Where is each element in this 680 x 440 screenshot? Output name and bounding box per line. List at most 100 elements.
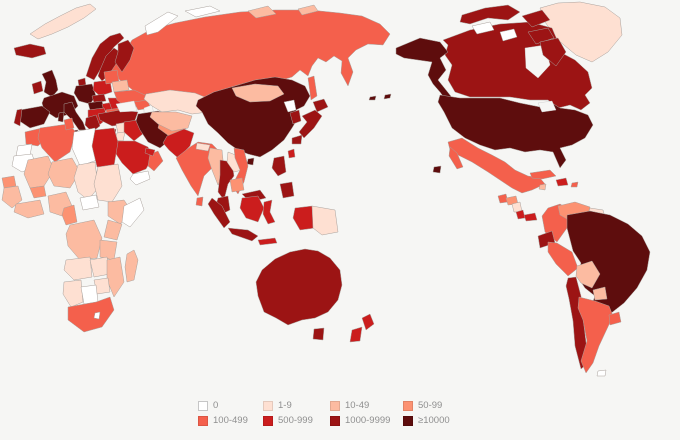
region-philippines-mindanao [279,181,295,199]
region-sakhalin [307,75,318,101]
region-baffin-island [539,37,567,67]
region-greenland [539,1,623,63]
region-west-papua [292,205,316,231]
region-cambodia [229,177,245,193]
region-ghana [13,199,45,219]
region-uae [144,147,156,157]
region-lesotho [93,311,101,320]
region-zimbabwe [93,277,111,295]
region-new-zealand-north [361,313,375,331]
region-puerto-rico [570,181,579,188]
region-severnaya-zemlya [247,5,277,19]
region-burkina-faso [29,185,47,199]
region-papua-new-guinea [311,205,339,236]
region-algeria [37,123,77,163]
region-hispaniola [555,177,569,187]
region-jamaica [538,183,547,191]
region-sweden [97,47,121,82]
region-yemen [129,170,151,186]
region-baja-california [448,146,464,170]
region-tasmania [312,327,325,341]
region-guinea [1,185,23,209]
region-svalbard [29,3,97,40]
region-botswana [80,284,99,305]
region-united-kingdom [41,69,59,98]
region-paraguay [592,286,608,301]
region-hainan [246,157,255,166]
region-mozambique [106,256,125,298]
region-sumatra [207,197,231,229]
region-philippines-luzon [271,155,287,177]
region-oman [147,150,164,172]
region-south-korea [289,109,302,125]
region-central-asia [149,111,193,132]
region-namibia [62,279,84,308]
region-north-korea [283,99,297,113]
region-mexico [447,137,546,194]
region-madagascar [124,249,139,283]
region-guatemala [497,193,509,204]
region-mongolia [231,83,285,103]
region-egypt [91,127,119,168]
region-canadian-arctic-1 [459,4,521,25]
region-nepal [195,142,211,152]
region-pakistan [162,128,195,159]
region-canadian-arctic-2 [521,9,551,28]
region-japan-honshu [298,109,323,139]
black-sea [115,100,138,113]
region-alaska [395,37,455,104]
region-panama [523,212,538,222]
region-drc [65,219,103,261]
region-japan-hokkaido [312,98,329,113]
region-cuba [529,169,557,180]
region-sulawesi [262,199,276,225]
region-spain [17,105,51,129]
region-novaya-zemlya [144,11,179,36]
region-argentina [577,296,614,374]
region-new-zealand-south [349,326,363,343]
region-senegal [1,175,17,189]
region-kenya [103,219,123,241]
great-lakes [537,100,557,113]
region-franz-josef-land [184,5,221,18]
region-uruguay [608,311,622,326]
region-java [227,227,259,242]
region-germany [73,83,97,105]
region-iceland [13,43,47,59]
region-chad [73,161,99,201]
region-united-states [437,94,594,169]
region-ireland [31,80,44,95]
region-tanzania [99,239,118,261]
region-costa-rica [515,209,526,220]
region-south-africa [67,296,115,333]
region-bolivia [575,260,601,289]
region-central-african-republic [79,194,100,211]
region-lesser-sunda [257,237,278,246]
region-japan-kyushu [291,134,303,145]
region-somalia [121,197,145,228]
region-aleutians-2 [383,93,392,100]
region-greece [84,114,101,133]
region-peru [547,241,579,277]
region-zambia [89,256,111,278]
region-arctic-island-b [499,28,518,42]
region-new-siberian-islands [297,4,319,16]
region-aleutians-1 [368,95,377,101]
region-arctic-island-a [471,21,495,35]
region-sri-lanka [195,196,204,207]
region-borneo [239,195,265,223]
region-hawaii [432,165,442,174]
region-taiwan [287,148,296,159]
region-finland [114,39,135,73]
region-sudan [93,163,123,203]
region-czechia [91,93,107,104]
region-portugal [13,108,23,127]
region-australia [255,248,343,326]
region-sardinia [57,111,65,123]
region-angola [63,256,93,281]
region-falkland-islands [596,369,607,377]
region-belarus [111,79,130,93]
region-tunisia [63,117,75,131]
